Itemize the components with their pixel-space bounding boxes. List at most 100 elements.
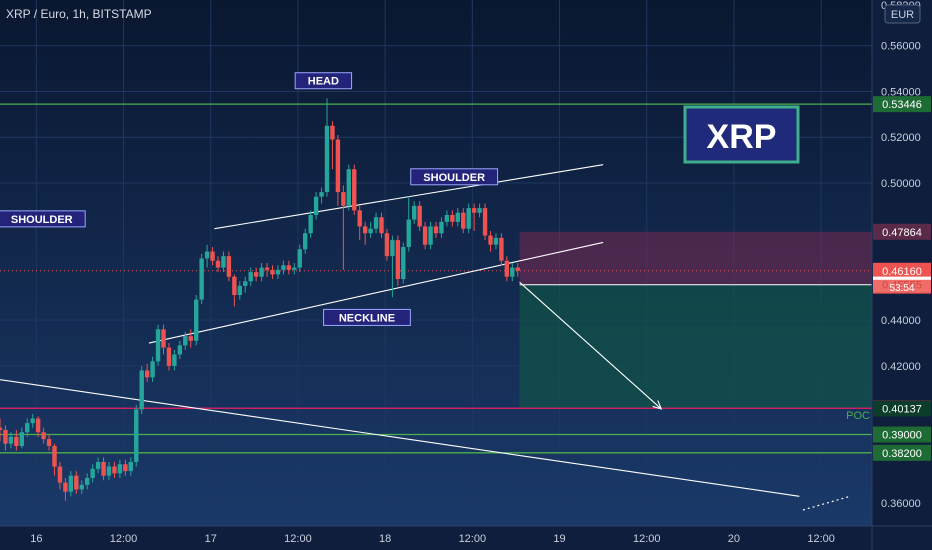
candle-body	[95, 461, 101, 469]
price-tick-label: 0.44000	[881, 315, 921, 327]
time-tick-label: 18	[379, 533, 391, 545]
candle-body	[14, 436, 19, 446]
candle-body	[395, 240, 401, 280]
stop-zone	[519, 231, 872, 285]
candle-body	[352, 169, 357, 211]
candle-body	[52, 445, 57, 467]
neckline-line	[148, 241, 604, 344]
price-tick-label: 0.50000	[881, 178, 921, 190]
candle-body	[226, 256, 232, 277]
candle-body	[194, 299, 199, 341]
candlesticks	[0, 98, 520, 501]
candle-body	[139, 370, 144, 410]
line-price-text: 0.53446	[882, 99, 922, 111]
time-tick-label: 12:00	[110, 533, 138, 545]
candle-body	[161, 329, 166, 348]
candle-body	[183, 336, 188, 346]
candle-body	[515, 267, 520, 271]
candle-body	[510, 267, 515, 277]
candle-body	[134, 409, 139, 462]
candle-body	[362, 226, 368, 234]
candle-body	[281, 265, 286, 270]
candle-body	[417, 205, 422, 227]
time-tick-label: 12:00	[284, 533, 312, 545]
line-price-text: 0.38200	[882, 448, 922, 460]
candle-body	[150, 361, 155, 378]
candle-body	[232, 276, 237, 296]
candle-body	[199, 258, 204, 300]
annotation-box	[323, 308, 411, 326]
candle-body	[444, 214, 450, 222]
candle-body	[439, 221, 444, 234]
candle-body	[379, 217, 384, 234]
time-tick-label: 12:00	[633, 533, 661, 545]
candle-body	[428, 226, 433, 245]
time-tick-label: 19	[553, 533, 565, 545]
candle-body	[57, 466, 63, 483]
candle-body	[292, 267, 297, 270]
candle-body	[90, 468, 95, 478]
annotation-label: SHOULDER	[423, 172, 485, 184]
candle-body	[275, 269, 281, 275]
candle-body	[466, 208, 471, 229]
annotation-label: HEAD	[308, 76, 339, 88]
candle-body	[330, 125, 335, 140]
currency-badge[interactable]: EUR	[884, 4, 921, 24]
candle-body	[243, 281, 248, 286]
candle-body	[166, 347, 172, 366]
countdown-tag	[873, 279, 931, 294]
candle-body	[101, 461, 106, 476]
candle-body	[406, 219, 411, 247]
price-tag	[873, 223, 931, 240]
candle-body	[270, 269, 275, 275]
candle-body	[357, 210, 362, 227]
candle-body	[204, 251, 210, 259]
countdown-text: 53:54	[889, 283, 914, 294]
price-tick-label: 0.54000	[881, 86, 921, 98]
price-tick-label: 0.52000	[881, 132, 921, 144]
candle-body	[221, 256, 226, 268]
time-tick-label: 20	[728, 533, 740, 545]
price-tick-label: 0.42000	[881, 361, 921, 373]
candle-body	[264, 267, 270, 270]
candle-body	[35, 418, 41, 433]
time-tick-label: 12:00	[459, 533, 487, 545]
candle-body	[74, 475, 79, 490]
candle-body	[319, 192, 324, 197]
candle-body	[422, 226, 428, 245]
candle-body	[155, 329, 161, 362]
price-axis[interactable]: 0.36000 0.42000 0.44000 0.50000 0.52000 0.540…	[846, 0, 932, 550]
time-axis-background	[0, 526, 932, 550]
candle-body	[341, 192, 346, 206]
candle-body	[210, 251, 215, 261]
candle-body	[128, 461, 133, 472]
candle-body	[433, 226, 439, 234]
candle-body	[499, 237, 504, 261]
annotation-label: SHOULDER	[11, 214, 73, 226]
annotation-box	[0, 210, 86, 228]
brand-frame	[683, 105, 800, 164]
brand-label: XRP	[707, 118, 777, 156]
candle-body	[482, 208, 488, 236]
candle-body	[504, 260, 510, 277]
candle-body	[215, 260, 221, 268]
candle-body	[493, 237, 499, 245]
price-tag	[873, 262, 931, 279]
candle-body	[63, 482, 68, 492]
projection-dots	[802, 495, 851, 511]
target-zone	[519, 284, 872, 409]
candle-body	[335, 139, 341, 193]
candle-body	[68, 475, 74, 492]
candle-body	[471, 208, 477, 213]
candle-body	[477, 208, 482, 213]
candle-body	[259, 267, 264, 277]
price-tag	[873, 400, 931, 417]
chart-title: XRP / Euro, 1h, BITSTAMP	[6, 7, 152, 21]
currency-label: EUR	[891, 9, 914, 21]
candle-body	[488, 235, 493, 245]
candle-body	[79, 484, 84, 490]
candle-body	[177, 345, 183, 355]
